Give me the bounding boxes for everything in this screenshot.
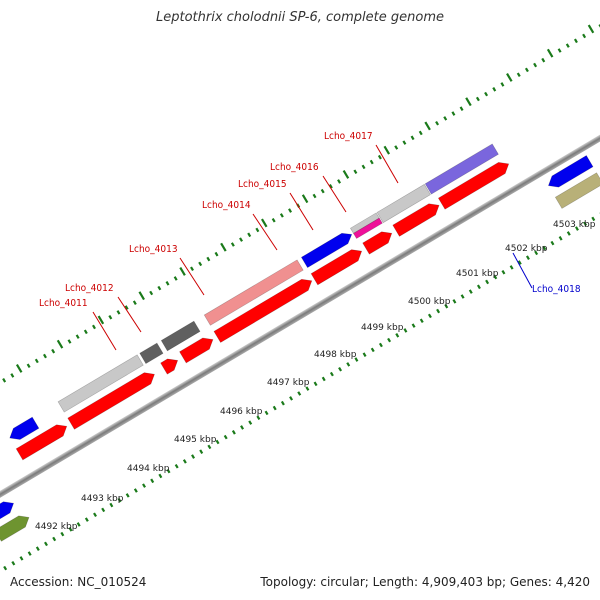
gene-lcho-4011[interactable] <box>57 354 144 413</box>
kbp-label: 4493 kbp <box>81 494 124 504</box>
kbp-label: 4497 kbp <box>267 378 310 388</box>
gene-label-lcho-4017[interactable]: Lcho_4017 <box>324 131 373 142</box>
accession-text: Accession: NC_010524 <box>10 575 147 589</box>
gene-label-leader <box>252 213 278 251</box>
gene-lcho-4018[interactable] <box>554 172 600 209</box>
gene-label-lcho-4018[interactable]: Lcho_4018 <box>532 284 581 295</box>
gene-label-lcho-4011[interactable]: Lcho_4011 <box>39 298 88 309</box>
gene-label-leader <box>117 296 142 333</box>
gene-cds-lcho-4012a[interactable] <box>160 355 181 375</box>
gene-cds-lcho-4016[interactable] <box>392 200 443 237</box>
gene-label-leader <box>289 192 314 231</box>
gene-lcho-4015b[interactable] <box>353 217 383 239</box>
gene-blue-4501[interactable] <box>545 155 594 192</box>
gene-label-leader <box>179 257 205 296</box>
kbp-label: 4494 kbp <box>127 464 170 474</box>
gene-label-lcho-4015[interactable]: Lcho_4015 <box>238 179 287 190</box>
genome-backbone <box>0 95 600 530</box>
gene-blue-4492[interactable] <box>6 416 40 443</box>
kbp-label: 4499 kbp <box>361 323 404 333</box>
gene-label-leader <box>92 311 117 351</box>
gene-blue-4491[interactable] <box>0 498 17 525</box>
gene-label-leader <box>512 252 533 289</box>
gene-cds-lcho-4014[interactable] <box>310 246 365 286</box>
gene-olive-4491[interactable] <box>0 512 32 542</box>
gene-cds-lcho-4013[interactable] <box>213 275 315 343</box>
map-title: Leptothrix cholodnii SP-6, complete geno… <box>156 10 444 25</box>
gene-cds-lcho-4011[interactable] <box>67 369 158 430</box>
kbp-label: 4503 kbp <box>553 220 596 230</box>
gene-features <box>0 143 600 542</box>
gene-cds-lcho-4012b[interactable] <box>179 334 217 364</box>
kbp-label: 4496 kbp <box>220 407 263 417</box>
kbp-label: 4502 kbp <box>505 244 548 254</box>
gene-cds-lcho-4017[interactable] <box>437 158 512 210</box>
gene-label-lcho-4016[interactable]: Lcho_4016 <box>270 162 319 173</box>
kbp-label: 4500 kbp <box>408 297 451 307</box>
gene-cds-4493a[interactable] <box>15 421 70 461</box>
gene-lcho-4014[interactable] <box>300 229 354 269</box>
gene-label-leader <box>375 144 399 184</box>
kbp-label: 4498 kbp <box>314 350 357 360</box>
gene-label-lcho-4014[interactable]: Lcho_4014 <box>202 200 251 211</box>
gene-label-lcho-4012[interactable]: Lcho_4012 <box>65 283 114 294</box>
inner-ticks <box>3 211 600 571</box>
gene-lcho-4013[interactable] <box>203 259 304 326</box>
gene-lcho-4017[interactable] <box>424 143 499 195</box>
gene-lcho-4012a[interactable] <box>139 342 164 365</box>
gene-cds-lcho-4015[interactable] <box>362 228 395 255</box>
gene-lcho-4012b[interactable] <box>160 320 201 352</box>
genome-summary: Topology: circular; Length: 4,909,403 bp… <box>260 575 590 589</box>
gene-lcho-4016[interactable] <box>376 183 431 224</box>
kbp-label: 4492 kbp <box>35 522 78 532</box>
kbp-label: 4501 kbp <box>456 269 499 279</box>
kbp-label: 4495 kbp <box>174 435 217 445</box>
gene-label-leader <box>322 175 347 213</box>
gene-label-lcho-4013[interactable]: Lcho_4013 <box>129 244 178 255</box>
